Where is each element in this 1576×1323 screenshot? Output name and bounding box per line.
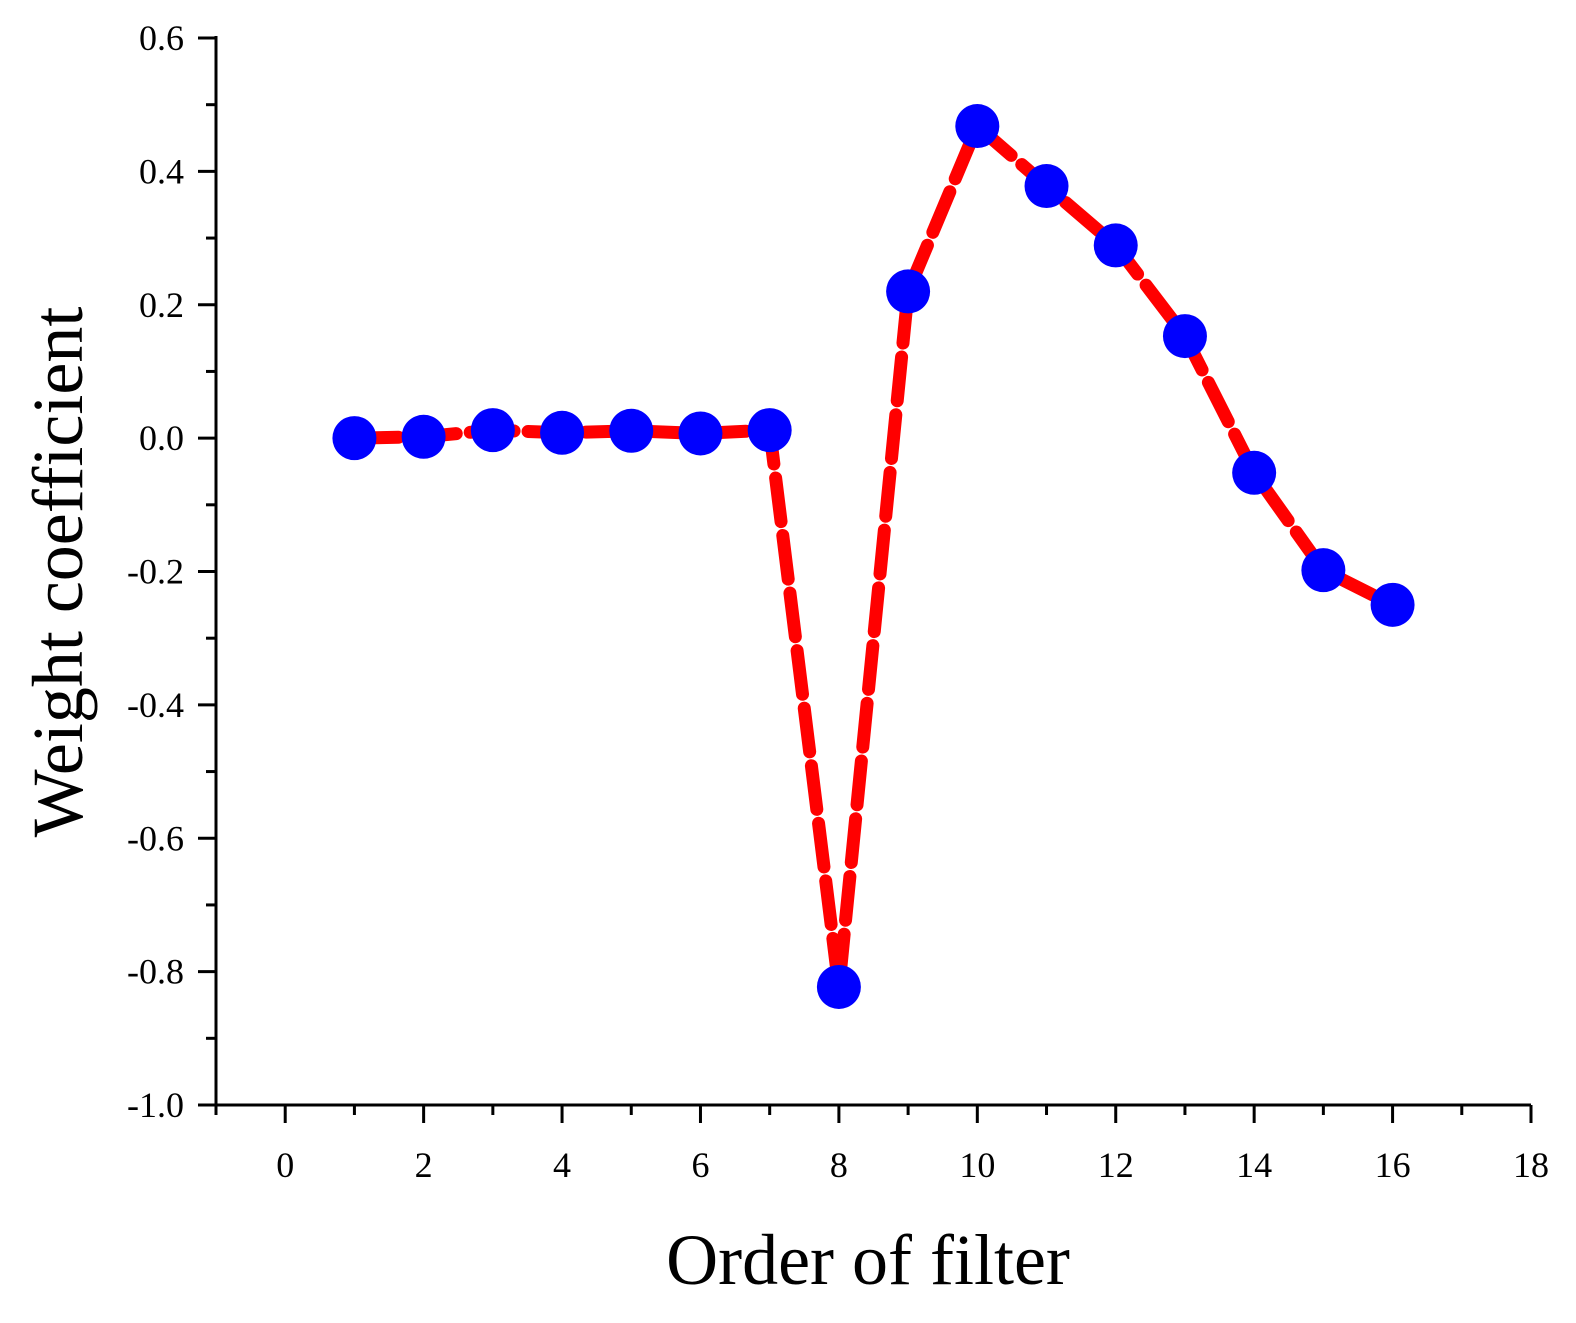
y-tick-label: 0.0: [139, 418, 184, 458]
y-axis-ticks: -1.0 -0.8 -0.6 -0.4 -0.2 0.0 0.2 0.4 0.6: [127, 18, 216, 1125]
data-point: [955, 104, 1000, 149]
x-axis-ticks: 0 2 4 6 8 10 12 14 16 18: [214, 1105, 1549, 1185]
y-tick-label: -0.4: [127, 685, 184, 725]
series-path: [347, 119, 1400, 994]
x-tick-label: 16: [1375, 1145, 1411, 1185]
x-tick-label: 6: [691, 1145, 709, 1185]
x-tick-label: 0: [276, 1145, 294, 1185]
data-point: [1370, 582, 1415, 627]
data-point: [540, 410, 585, 455]
y-tick-label: 0.6: [139, 18, 184, 58]
x-tick-label: 18: [1513, 1145, 1549, 1185]
y-tick-label: 0.2: [139, 285, 184, 325]
x-tick-label: 4: [553, 1145, 571, 1185]
y-tick-label: -0.6: [127, 818, 184, 858]
data-point: [609, 408, 654, 453]
x-tick-label: 10: [959, 1145, 995, 1185]
x-tick-label: 12: [1098, 1145, 1134, 1185]
series-line: [347, 119, 1400, 994]
data-point: [1232, 450, 1277, 495]
x-tick-label: 14: [1236, 1145, 1272, 1185]
data-point: [1024, 164, 1069, 209]
series-points: [332, 104, 1415, 1009]
y-tick-label: -0.2: [127, 552, 184, 592]
data-point: [678, 411, 723, 456]
data-point: [1162, 314, 1207, 359]
data-point: [886, 269, 931, 314]
y-tick-label: -1.0: [127, 1085, 184, 1125]
data-point: [1301, 548, 1346, 593]
x-tick-label: 8: [830, 1145, 848, 1185]
y-axis-title: Weight coefficient: [18, 307, 98, 838]
y-tick-label: 0.4: [139, 151, 184, 191]
x-tick-label: 2: [415, 1145, 433, 1185]
data-point: [332, 416, 377, 461]
y-tick-label: -0.8: [127, 952, 184, 992]
data-point: [816, 964, 861, 1009]
x-axis-title: Order of filter: [666, 1220, 1070, 1300]
data-point: [747, 408, 792, 453]
data-point: [470, 408, 515, 453]
data-point: [1093, 223, 1138, 268]
data-point: [401, 414, 446, 459]
